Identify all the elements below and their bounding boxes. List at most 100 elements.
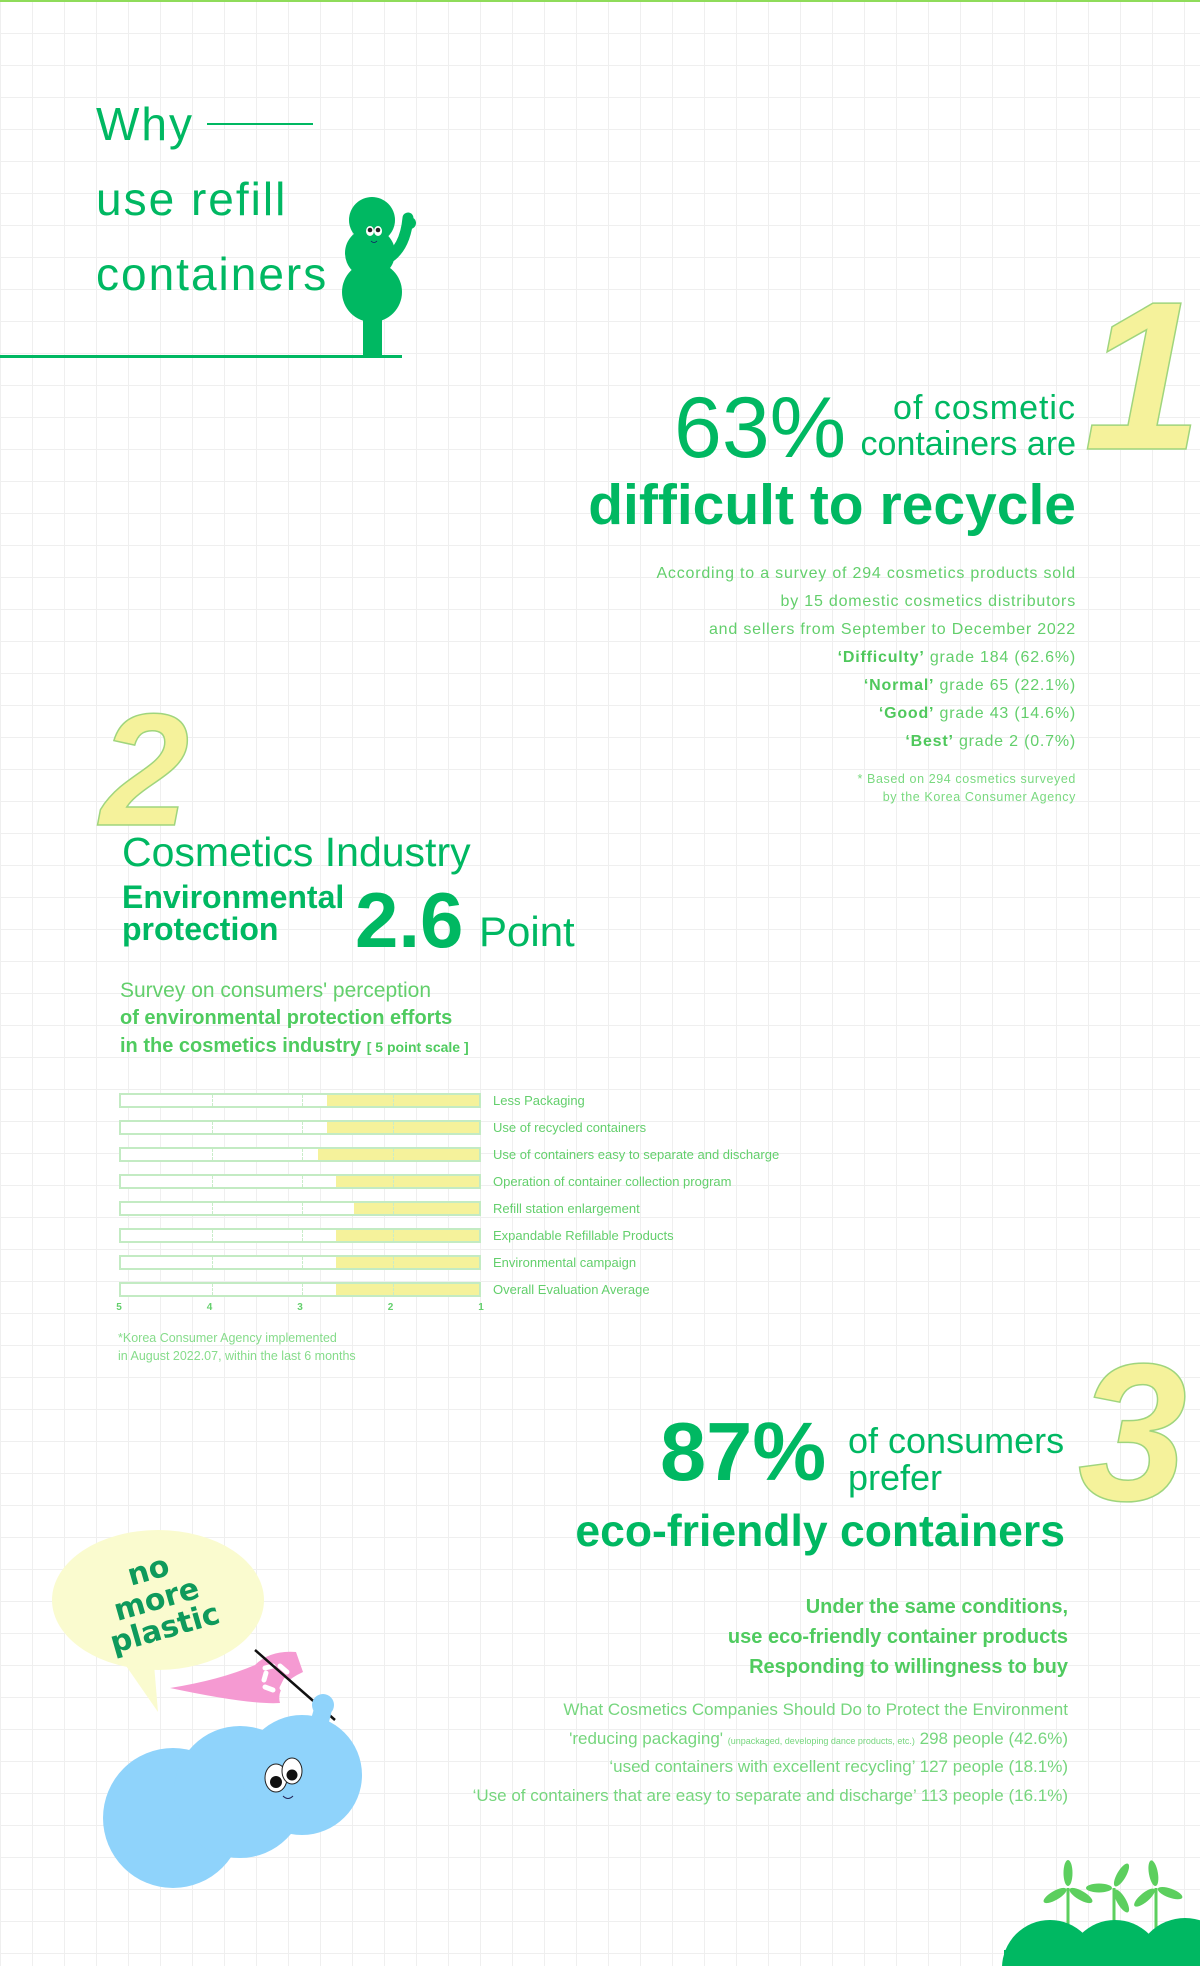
survey-line-1: Survey on consumers' perception xyxy=(120,979,432,1002)
grade-best: ‘Best’ grade 2 (0.7%) xyxy=(905,734,1076,750)
list-item-note: (unpackaged, developing dance products, … xyxy=(727,1736,915,1746)
top-border xyxy=(0,0,1200,2)
stat3-suffix-2: prefer xyxy=(848,1457,943,1498)
green-hills xyxy=(1002,1918,1200,1966)
chart-gridline xyxy=(302,1149,303,1160)
chart-gridline xyxy=(211,1149,213,1160)
grade-value: grade 2 (0.7%) xyxy=(953,733,1076,750)
survey-line-3-text: in the cosmetics industry xyxy=(120,1035,362,1057)
chart-gridline xyxy=(302,1257,303,1268)
title-dash xyxy=(207,123,313,125)
chart-tick-label: 4 xyxy=(206,1302,213,1313)
chart-bar-track xyxy=(119,1147,481,1162)
score-unit: Point xyxy=(479,908,575,955)
chart-tick-label: 2 xyxy=(387,1302,394,1313)
section-number-3: 3 xyxy=(1077,1323,1188,1542)
stat-suffix-1: of cosmetic xyxy=(893,389,1076,427)
grade-value: grade 65 (22.1%) xyxy=(934,677,1076,694)
grade-normal: ‘Normal’ grade 65 (22.1%) xyxy=(864,678,1076,694)
chart-gridline xyxy=(211,1284,213,1295)
green-mascot-illustration xyxy=(342,197,416,355)
chart-gridline xyxy=(211,1230,213,1241)
desc-line: and sellers from September to December 2… xyxy=(708,621,1076,638)
chart-gridline xyxy=(302,1095,303,1106)
grade-difficulty: ‘Difficulty’ grade 184 (62.6%) xyxy=(838,650,1076,666)
chart-gridline xyxy=(302,1203,303,1214)
chart-bar-track xyxy=(119,1120,481,1135)
headline-eco-friendly: eco-friendly containers xyxy=(575,1507,1065,1556)
chart-gridline xyxy=(392,1122,394,1133)
stat3-suffix-1: of consumers xyxy=(848,1420,1065,1461)
chart-bar xyxy=(327,1122,479,1133)
grade-good: ‘Good’ grade 43 (14.6%) xyxy=(879,706,1076,722)
chart-gridline xyxy=(392,1149,394,1160)
chart-bar-track xyxy=(119,1255,481,1270)
chart-bar-track xyxy=(119,1093,481,1108)
list-item-text: 'reducing packaging' xyxy=(569,1729,728,1748)
chart-tick-label: 3 xyxy=(297,1302,303,1313)
title-line-3: containers xyxy=(96,248,329,300)
score-value: 2.6 xyxy=(355,876,464,964)
grade-name: ‘Difficulty’ xyxy=(837,649,925,666)
chart-category-label: Expandable Refillable Products xyxy=(493,1228,674,1243)
turbine-blades xyxy=(1043,1860,1183,1913)
section2-title: Cosmetics Industry xyxy=(122,829,471,875)
chart-bar-track xyxy=(119,1174,481,1189)
chart-category-label: Use of containers easy to separate and d… xyxy=(493,1147,780,1162)
chart-bar xyxy=(336,1230,479,1241)
bold-line-1: Under the same conditions, xyxy=(805,1596,1068,1618)
stat-87-percent: 87% xyxy=(660,1405,827,1498)
chart-footnote-2: in August 2022.07, within the last 6 mon… xyxy=(118,1349,356,1363)
survey-line-2: of environmental protection efforts xyxy=(120,1007,453,1029)
section2-subtitle-2: protection xyxy=(122,911,279,947)
list-item-text: ‘Use of containers that are easy to sepa… xyxy=(472,1786,917,1805)
chart-category-label: Refill station enlargement xyxy=(493,1201,640,1216)
grade-value: grade 43 (14.6%) xyxy=(934,705,1076,722)
grade-name: ‘Normal’ xyxy=(863,677,935,694)
grade-name: ‘Best’ xyxy=(905,733,954,750)
chart-category-label: Use of recycled containers xyxy=(493,1120,647,1135)
eyes-icon xyxy=(366,226,382,236)
chart-gridline xyxy=(302,1176,303,1187)
chart-category-label: Operation of container collection progra… xyxy=(493,1174,732,1189)
stat-suffix-2: containers are xyxy=(860,425,1076,463)
footnote-2: by the Korea Consumer Agency xyxy=(882,790,1076,804)
chart-gridline xyxy=(302,1122,303,1133)
no-more-plastic-illustration: no more plastic xyxy=(52,1530,362,1888)
list-item-value: 127 people (18.1%) xyxy=(914,1757,1068,1776)
speech-bubble: no more plastic xyxy=(52,1530,264,1712)
chart-gridline xyxy=(211,1122,213,1133)
grade-value: grade 184 (62.6%) xyxy=(924,649,1076,666)
chart-bar-track xyxy=(119,1282,481,1297)
chart-gridline xyxy=(392,1284,394,1295)
list-item: ‘Use of containers that are easy to sepa… xyxy=(473,1787,1068,1804)
chart-tick-label: 1 xyxy=(478,1302,484,1313)
blue-blob-mascot xyxy=(103,1694,362,1888)
chart-gridline xyxy=(392,1257,394,1268)
list-title: What Cosmetics Companies Should Do to Pr… xyxy=(563,1700,1068,1719)
list-item-text: ‘used containers with excellent recyclin… xyxy=(609,1757,915,1776)
chart-gridline xyxy=(392,1095,394,1106)
chart-bar xyxy=(336,1176,479,1187)
title-line-1: Why xyxy=(96,98,194,150)
list-item: ‘used containers with excellent recyclin… xyxy=(609,1758,1068,1775)
chart-category-label: Environmental campaign xyxy=(493,1255,637,1270)
bold-line-3: Responding to willingness to buy xyxy=(749,1656,1068,1678)
chart-bar xyxy=(336,1284,479,1295)
grade-name: ‘Good’ xyxy=(878,705,935,722)
footnote-1: * Based on 294 cosmetics surveyed xyxy=(857,772,1076,786)
headline-difficult: difficult to recycle xyxy=(588,473,1076,537)
chart-gridline xyxy=(392,1230,394,1241)
section-number-1: 1 xyxy=(1083,257,1200,494)
chart-gridline xyxy=(211,1176,213,1187)
chart-gridline xyxy=(392,1176,394,1187)
list-item: 'reducing packaging' (unpackaged, develo… xyxy=(569,1730,1068,1747)
desc-line: According to a survey of 294 cosmetics p… xyxy=(656,565,1076,582)
chart-gridline xyxy=(211,1203,213,1214)
chart-category-label: Overall Evaluation Average xyxy=(493,1282,650,1297)
chart-bar xyxy=(354,1203,479,1214)
chart-gridline xyxy=(211,1257,213,1268)
list-item-value: 113 people (16.1%) xyxy=(916,1786,1068,1805)
chart-gridline xyxy=(392,1203,394,1214)
wind-turbine-hills-illustration xyxy=(1002,1860,1200,1966)
